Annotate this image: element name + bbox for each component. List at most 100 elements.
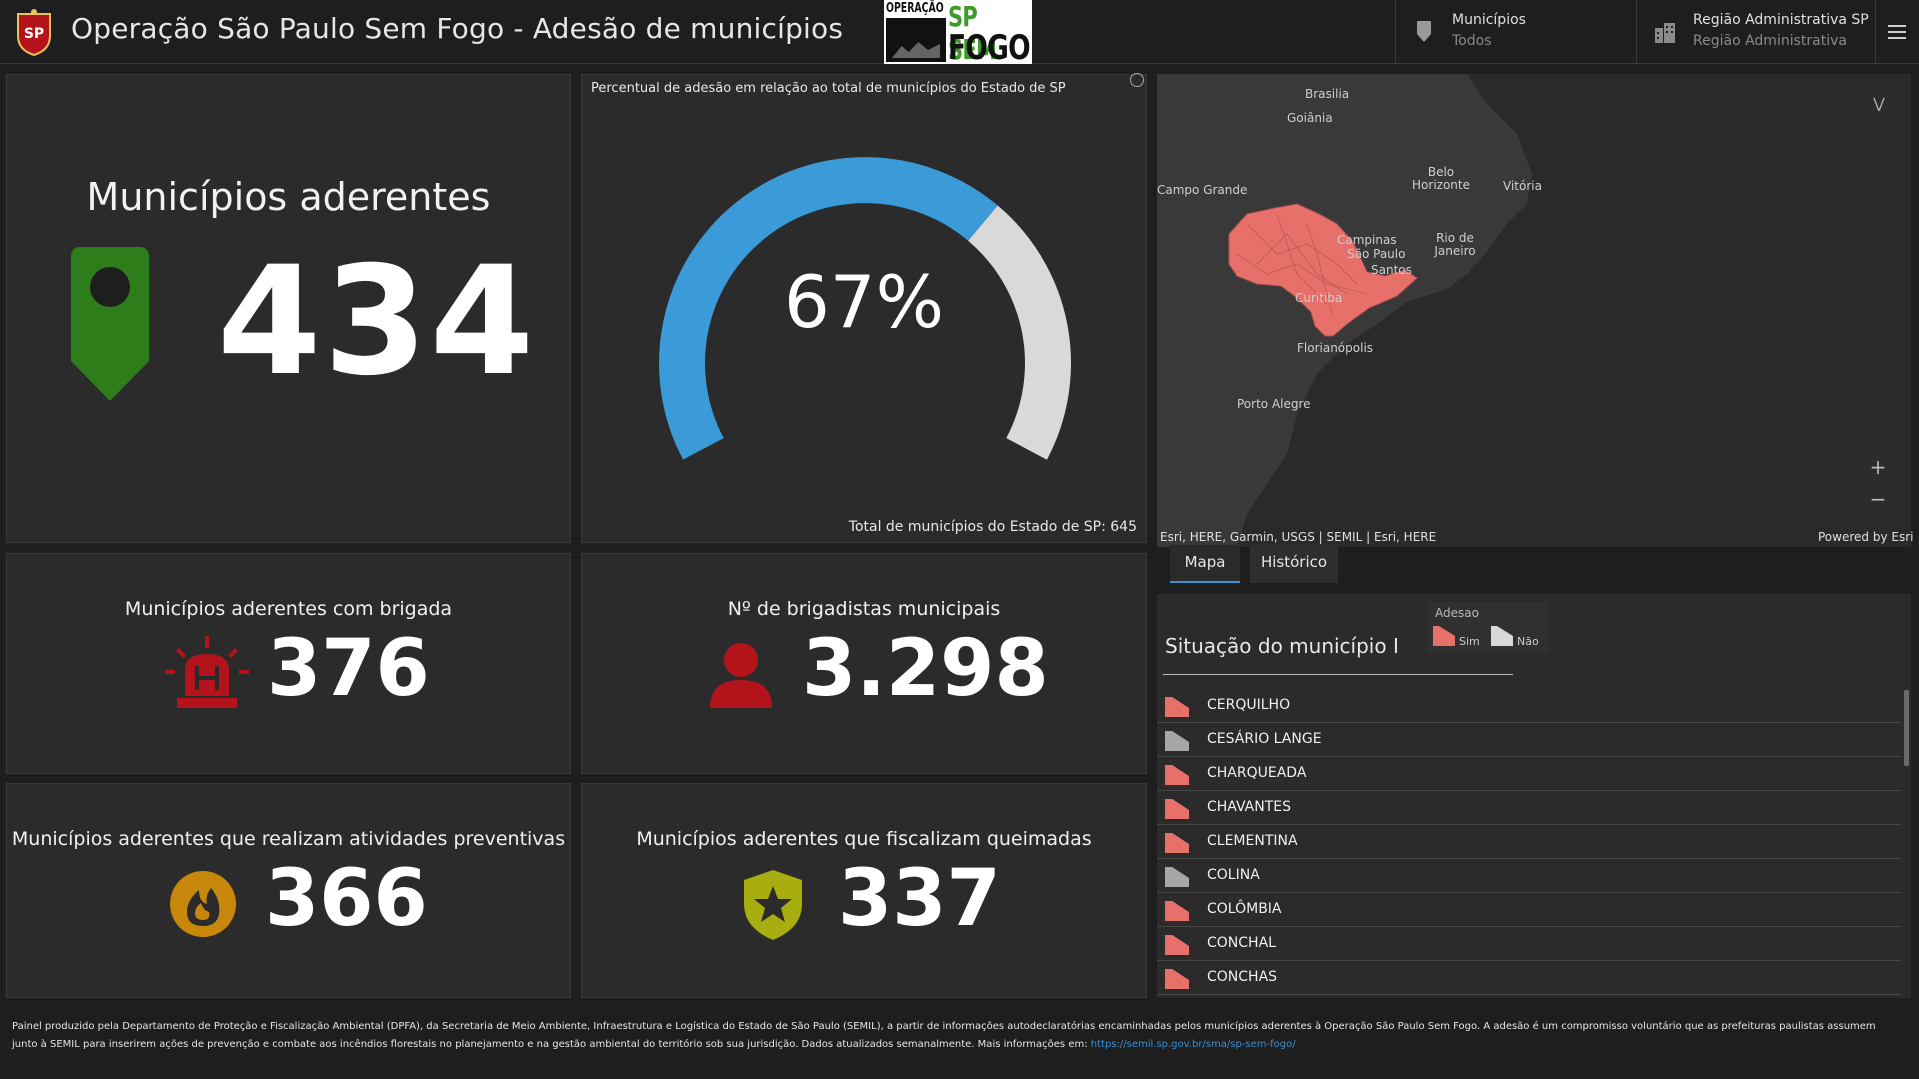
list-item[interactable]: CONCHAL: [1157, 927, 1901, 961]
siren-icon: [165, 636, 249, 708]
adesao-flag-icon: [1165, 833, 1189, 853]
main-kpi-panel: Municípios aderentes 434: [6, 74, 571, 543]
municipios-filter-value: Todos: [1452, 33, 1492, 49]
list-title-underline: [1163, 674, 1513, 675]
sp-sem-fogo-logo: OPERAÇÃO SP SEM FOGO: [884, 0, 1032, 68]
buildings-icon: [1655, 23, 1675, 43]
powered-by: Powered by Esri: [1818, 530, 1914, 544]
map-label-santos: Santos: [1371, 263, 1412, 277]
adesao-flag-icon: [1165, 969, 1189, 989]
collapse-icon[interactable]: ⋁: [1864, 90, 1894, 120]
list-item[interactable]: COLÔMBIA: [1157, 893, 1901, 927]
municipio-name: CONCHAL: [1207, 935, 1276, 951]
adesao-flag-icon: [1165, 765, 1189, 785]
map-attribution: Esri, HERE, Garmin, USGS | SEMIL | Esri,…: [1160, 530, 1437, 544]
main-kpi-value: 434: [217, 235, 537, 409]
adesao-flag-icon: [1165, 901, 1189, 921]
main-kpi-title: Municípios aderentes: [86, 175, 491, 219]
municipio-name: COLINA: [1207, 867, 1260, 883]
footer-link[interactable]: https://semil.sp.gov.br/sma/sp-sem-fogo/: [1090, 1039, 1296, 1050]
map-label-brasilia: Brasilia: [1305, 87, 1350, 101]
gauge-panel: Percentual de adesão em relação ao total…: [581, 73, 1147, 543]
zoom-out-button[interactable]: −: [1864, 486, 1892, 514]
top-bar: SP Operação São Paulo Sem Fogo - Adesão …: [0, 0, 1919, 68]
gauge-caption: Percentual de adesão em relação ao total…: [591, 81, 1066, 96]
svg-text:SP: SP: [24, 26, 44, 42]
map-label-sao-paulo: São Paulo: [1347, 247, 1406, 261]
fiscalizam-title: Municípios aderentes que fiscalizam quei…: [636, 828, 1092, 850]
adesao-flag-icon: [1165, 697, 1189, 717]
brigadistas-value: 3.298: [802, 624, 1049, 714]
municipio-name: CLEMENTINA: [1207, 833, 1298, 849]
municipio-list-panel: Situação do município I Adesao Sim Não C…: [1157, 594, 1911, 998]
legend-yes-swatch: [1433, 626, 1455, 646]
brigada-value: 376: [267, 624, 430, 714]
logo-line2: SP SEM: [948, 0, 997, 66]
municipio-name: CERQUILHO: [1207, 697, 1291, 713]
map-label-campinas: Campinas: [1337, 233, 1397, 247]
app-title: Operação São Paulo Sem Fogo - Adesão de …: [71, 12, 844, 45]
map-label-goiania: Goiânia: [1287, 111, 1333, 125]
preventivas-panel: Municípios aderentes que realizam ativid…: [6, 783, 571, 998]
municipio-name: CONCHAS: [1207, 969, 1278, 985]
shield-star-icon: [744, 870, 802, 940]
gauge-value: 67%: [783, 260, 945, 344]
fiscalizam-value: 337: [838, 854, 1001, 944]
tab-mapa[interactable]: Mapa: [1170, 545, 1240, 583]
gauge-track: [967, 205, 1071, 460]
list-item[interactable]: CHARQUEADA: [1157, 757, 1901, 791]
zoom-in-button[interactable]: +: [1864, 454, 1892, 482]
brigadistas-title: Nº de brigadistas municipais: [727, 598, 1001, 620]
fiscalizam-panel: Municípios aderentes que fiscalizam quei…: [581, 783, 1147, 998]
preventivas-value: 366: [265, 854, 428, 944]
list-item[interactable]: CLEMENTINA: [1157, 825, 1901, 859]
regiao-filter-label: Região Administrativa SP: [1693, 12, 1869, 28]
brigadistas-panel: Nº de brigadistas municipais 3.298: [581, 553, 1147, 774]
preventivas-title: Municípios aderentes que realizam ativid…: [11, 828, 566, 850]
map-label-rio: Rio de Janeiro: [1434, 231, 1476, 258]
adesao-flag-icon: [1165, 799, 1189, 819]
list-scrollbar[interactable]: [1904, 690, 1909, 766]
regiao-filter[interactable]: Região Administrativa SP Região Administ…: [1636, 0, 1875, 64]
list-item[interactable]: CESÁRIO LANGE: [1157, 723, 1901, 757]
footer-text: Painel produzido pela Departamento de Pr…: [12, 1018, 1892, 1054]
municipio-name: CESÁRIO LANGE: [1207, 731, 1322, 747]
legend-no-swatch: [1491, 626, 1513, 646]
brigada-panel: Municípios aderentes com brigada 376: [6, 553, 571, 774]
legend-yes-label: Sim: [1459, 635, 1480, 648]
map-label-vitoria: Vitória: [1503, 179, 1542, 193]
municipio-rows: CERQUILHO CESÁRIO LANGE CHARQUEADA CHAVANTE…: [1157, 689, 1901, 995]
gauge-chart: [659, 157, 1071, 460]
fullscreen-icon[interactable]: [1130, 73, 1144, 87]
logo-line1: OPERAÇÃO: [886, 1, 944, 16]
tab-historico[interactable]: Histórico: [1250, 545, 1338, 583]
list-item[interactable]: CONCHAS: [1157, 961, 1901, 995]
pin-icon: [1417, 21, 1431, 42]
list-item[interactable]: COLINA: [1157, 859, 1901, 893]
map-basemap: [1157, 74, 1911, 547]
map-view[interactable]: Brasilia Goiânia Campo Grande Belo Horiz…: [1157, 74, 1911, 547]
municipios-filter-label: Municípios: [1452, 12, 1526, 28]
adesao-flag-icon: [1165, 935, 1189, 955]
adesao-flag-icon: [1165, 867, 1189, 887]
municipios-filter[interactable]: Municípios Todos: [1395, 0, 1636, 64]
adesao-legend: Adesao Sim Não: [1427, 602, 1549, 652]
legend-no-label: Não: [1517, 635, 1539, 648]
map-label-campo-grande: Campo Grande: [1157, 183, 1248, 197]
adesao-flag-icon: [1165, 731, 1189, 751]
map-label-florianopolis: Florianópolis: [1297, 341, 1374, 355]
list-item[interactable]: CHAVANTES: [1157, 791, 1901, 825]
legend-title: Adesao: [1435, 606, 1479, 620]
text-cursor: I: [1393, 634, 1399, 658]
fire-icon: [170, 871, 236, 937]
map-pin-icon: [71, 247, 149, 401]
municipio-name: CHARQUEADA: [1207, 765, 1307, 781]
list-item[interactable]: CERQUILHO: [1157, 689, 1901, 723]
gauge-footer: Total de municípios do Estado de SP: 645: [848, 519, 1137, 535]
municipio-name: CHAVANTES: [1207, 799, 1291, 815]
map-label-belo-horizonte: Belo Horizonte: [1412, 165, 1470, 192]
municipio-name: COLÔMBIA: [1207, 901, 1282, 917]
person-icon: [710, 643, 772, 708]
hamburger-icon[interactable]: [1875, 0, 1919, 64]
footer: Painel produzido pela Departamento de Pr…: [0, 1008, 1919, 1079]
